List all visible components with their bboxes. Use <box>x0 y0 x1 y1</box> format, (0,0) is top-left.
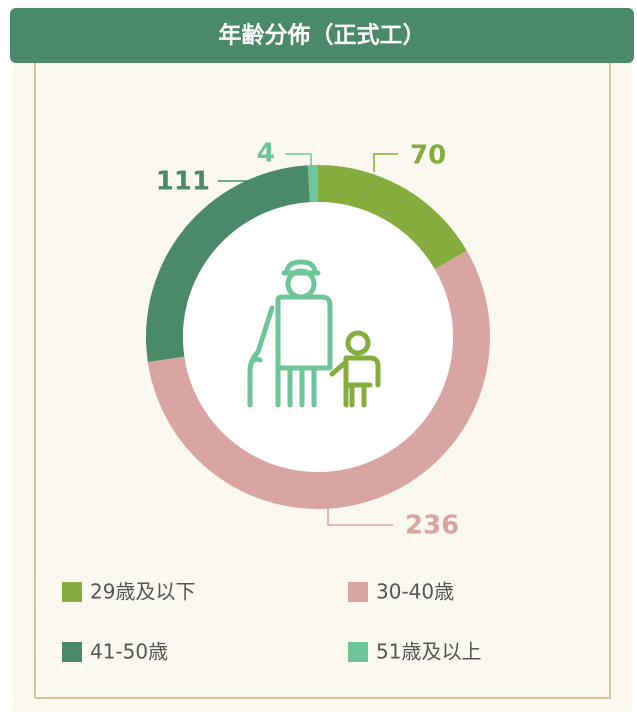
header-bar <box>10 8 634 63</box>
leader-line <box>373 153 398 172</box>
data-label: 4 <box>257 139 275 169</box>
leader-line <box>327 506 393 526</box>
legend-label: 29歳及以下 <box>90 580 195 604</box>
panel-border <box>34 60 611 699</box>
donut-segment <box>146 165 310 362</box>
donut-segment <box>318 165 467 270</box>
leader-line <box>285 153 312 168</box>
legend-swatch <box>62 642 82 662</box>
donut-segment <box>147 250 491 509</box>
legend-label: 51歳及以上 <box>376 640 481 664</box>
legend-label: 41-50歳 <box>90 640 168 664</box>
chart-title: 年齢分佈（正式工） <box>219 22 426 49</box>
data-label: 111 <box>156 167 210 197</box>
legend-swatch <box>348 642 368 662</box>
legend-swatch <box>348 582 368 602</box>
family-icon <box>247 259 381 408</box>
legend-label: 30-40歳 <box>376 580 454 604</box>
data-label: 236 <box>405 511 459 541</box>
legend-swatch <box>62 582 82 602</box>
donut-center <box>183 202 453 472</box>
data-label: 70 <box>410 141 446 171</box>
donut-segment <box>307 165 318 203</box>
